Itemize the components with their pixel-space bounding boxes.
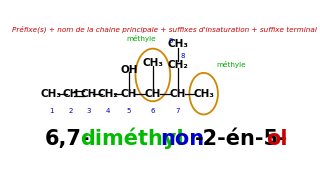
Text: 8: 8 (181, 53, 185, 59)
Text: CH₂: CH₂ (167, 60, 188, 70)
Text: diméthyl: diméthyl (80, 128, 184, 149)
Text: CH₂: CH₂ (98, 89, 119, 99)
Text: 5: 5 (127, 107, 131, 114)
Text: CH: CH (170, 89, 186, 99)
Text: 9: 9 (168, 38, 173, 44)
Text: ol: ol (267, 129, 288, 149)
Text: 7: 7 (175, 107, 180, 114)
Text: CH: CH (145, 89, 161, 99)
Text: CH: CH (80, 89, 97, 99)
Text: CH₃: CH₃ (193, 89, 214, 99)
Text: 6: 6 (151, 107, 155, 114)
Text: 1: 1 (49, 107, 53, 114)
Text: CH: CH (63, 89, 79, 99)
Text: 6,7-: 6,7- (45, 129, 90, 149)
Text: OH: OH (120, 65, 138, 75)
Text: 3: 3 (86, 107, 91, 114)
Text: CH₃: CH₃ (167, 39, 188, 50)
Text: CH: CH (121, 89, 137, 99)
Text: 2: 2 (69, 107, 73, 114)
Text: -2-én-5-: -2-én-5- (195, 129, 287, 149)
Text: 4: 4 (106, 107, 110, 114)
Text: CH₃: CH₃ (41, 89, 62, 99)
Text: Préfixe(s) + nom de la chaine principale + suffixes d'insaturation + suffixe ter: Préfixe(s) + nom de la chaine principale… (12, 25, 316, 33)
Text: non: non (160, 129, 204, 149)
Text: méthyle: méthyle (127, 35, 156, 42)
Text: CH₃: CH₃ (142, 58, 163, 68)
Text: méthyle: méthyle (216, 61, 246, 68)
